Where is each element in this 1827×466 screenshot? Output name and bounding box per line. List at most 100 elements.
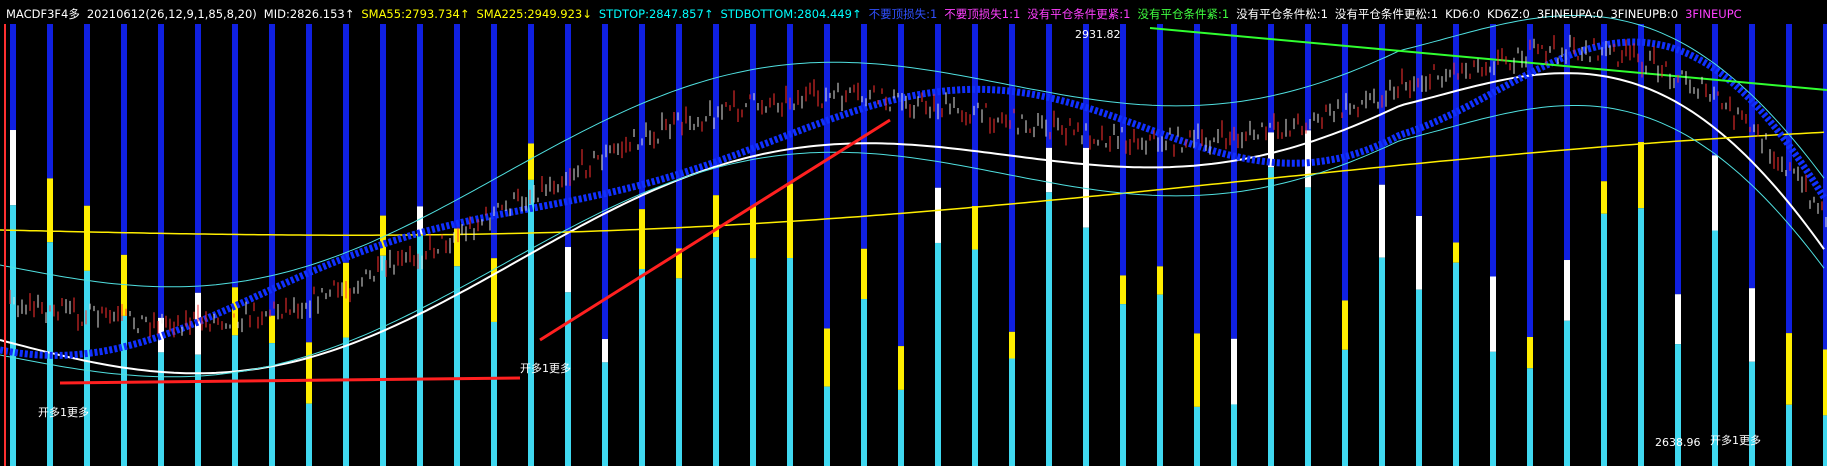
header-item: 没有平仓条件更松:1 <box>1334 7 1439 21</box>
bar-mid <box>1305 130 1311 188</box>
bar-top <box>1120 24 1126 276</box>
bar-bottom <box>491 321 497 466</box>
sma-line <box>0 131 1825 236</box>
bar-bottom <box>972 249 978 466</box>
bar-bottom <box>528 179 534 466</box>
bar-mid <box>1527 337 1533 369</box>
bar-top <box>1083 24 1089 148</box>
bar-top <box>713 24 719 196</box>
bar-bottom <box>1046 192 1052 466</box>
bar-mid <box>1046 147 1052 193</box>
bar-bottom <box>306 403 312 466</box>
bar-mid <box>121 254 127 316</box>
header-item: 不要顶损失:1 <box>868 7 938 21</box>
bar-top <box>1823 24 1827 350</box>
bar-mid <box>898 346 904 390</box>
header-item: 3FINEUPA:0 <box>1536 7 1604 21</box>
note: 开多1更多 <box>520 361 571 375</box>
bar-mid <box>565 247 571 293</box>
header-item: 20210612(26,12,9,1,85,8,20) <box>86 7 257 21</box>
bar-mid <box>1342 300 1348 350</box>
bar-mid <box>1083 147 1089 228</box>
bar-bottom <box>1823 415 1827 466</box>
bar-bottom <box>787 258 793 466</box>
bar-top <box>121 24 127 255</box>
bar-bottom <box>1120 304 1126 466</box>
bar-top <box>1157 24 1163 267</box>
bar-bottom <box>1638 208 1644 466</box>
bar-mid <box>84 205 90 271</box>
header-item: 没有平仓条件松:1 <box>1236 7 1328 21</box>
bar-bottom <box>1231 404 1237 466</box>
bar-top <box>1490 24 1496 277</box>
bar-bottom <box>343 337 349 466</box>
high-price-label: 2931.82 <box>1075 28 1121 41</box>
bar-top <box>565 24 571 248</box>
bar-mid <box>1490 276 1496 352</box>
bar-mid <box>676 248 682 279</box>
bar-top <box>1009 24 1015 332</box>
bar-mid <box>1601 181 1607 214</box>
bar-mid <box>639 209 645 270</box>
bar-mid <box>232 287 238 336</box>
bar-bottom <box>1786 404 1792 466</box>
bar-bottom <box>1083 227 1089 466</box>
bar-bottom <box>1675 344 1681 466</box>
bar-mid <box>1379 184 1385 258</box>
bar-mid <box>1157 266 1163 295</box>
bar-bottom <box>935 242 941 466</box>
header: MACDF3F4多 20210612(26,12,9,1,85,8,20) MID:… <box>6 4 1749 24</box>
bar-top <box>1416 24 1422 217</box>
header-item: STDBOTTOM:2804.449↑ <box>720 7 862 21</box>
bar-bottom <box>1009 358 1015 466</box>
bar-bottom <box>158 352 164 466</box>
bar-mid <box>1231 338 1237 405</box>
indicator-lines <box>0 15 1827 385</box>
band-top <box>0 15 1825 288</box>
bar-bottom <box>1268 167 1274 466</box>
bar-mid <box>602 339 608 363</box>
bar-bottom <box>121 315 127 466</box>
header-item: KD6:0 <box>1445 7 1481 21</box>
bar-bottom <box>195 354 201 466</box>
bar-top <box>1675 24 1681 295</box>
bar-top <box>1305 24 1311 131</box>
bar-mid <box>491 258 497 322</box>
bar-top <box>158 24 164 318</box>
bar-top <box>306 24 312 343</box>
bar-mid <box>935 187 941 243</box>
candles <box>9 34 1827 338</box>
bar-bottom <box>1416 289 1422 466</box>
bar-top <box>1786 24 1792 334</box>
bar-top <box>195 24 201 293</box>
header-item: SMA55:2793.734↑ <box>361 7 470 21</box>
bar-top <box>1453 24 1459 243</box>
bar-top <box>417 24 423 207</box>
bar-mid <box>417 206 423 236</box>
bar-mid <box>1268 132 1274 168</box>
band-bottom <box>0 105 1825 378</box>
bar-top <box>1342 24 1348 301</box>
bar-mid <box>1786 333 1792 405</box>
note: 开多1更多 <box>1710 433 1761 447</box>
bar-top <box>1712 24 1718 156</box>
bar-bottom <box>676 278 682 466</box>
bar-mid <box>1009 331 1015 359</box>
bar-top <box>1527 24 1533 338</box>
bar-mid <box>528 143 534 180</box>
bar-mid <box>750 206 756 259</box>
bar-top <box>676 24 682 249</box>
bar-top <box>380 24 386 216</box>
bar-mid <box>1416 216 1422 290</box>
bar-bottom <box>602 362 608 466</box>
bar-bottom <box>1157 294 1163 466</box>
header-item: 不要顶损失1:1 <box>944 7 1021 21</box>
red-line <box>59 376 521 385</box>
bar-mid <box>1823 349 1827 416</box>
bar-top <box>343 24 349 263</box>
bar-top <box>1046 24 1052 148</box>
bar-top <box>232 24 238 288</box>
header-item: MACDF3F4多 <box>6 7 80 21</box>
bar-top <box>1638 24 1644 143</box>
header-item: 3FINEUPB:0 <box>1610 7 1679 21</box>
